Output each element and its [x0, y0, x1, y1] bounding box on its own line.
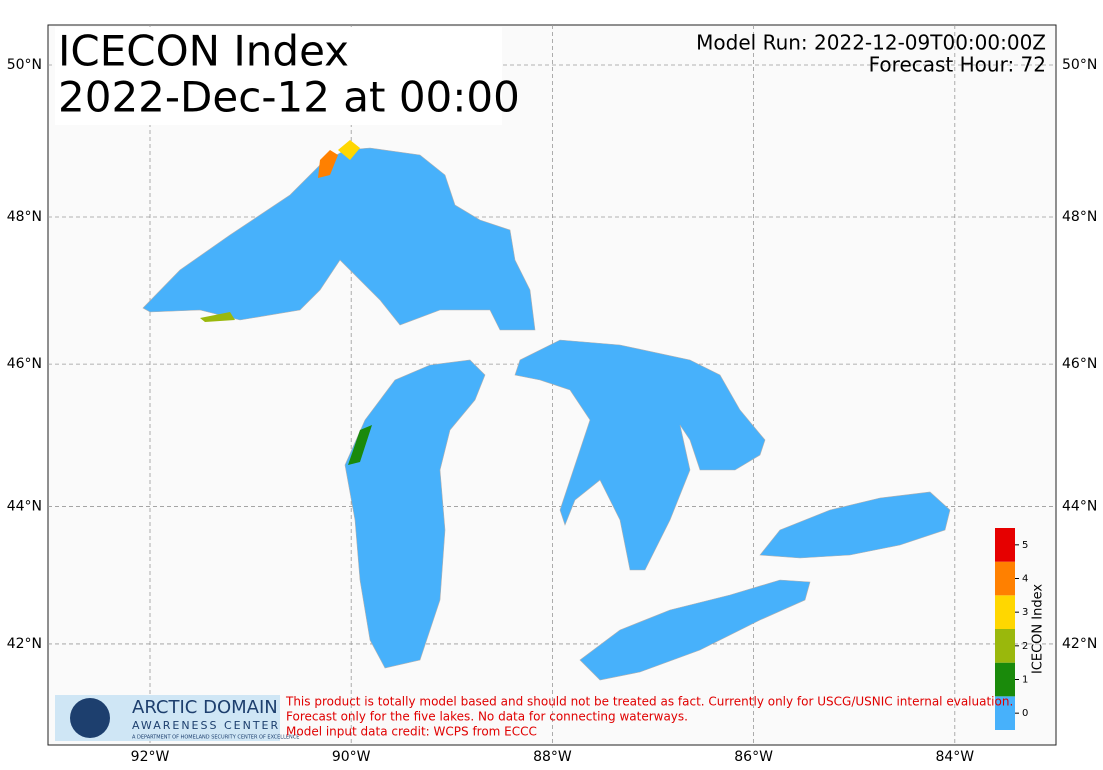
lon-tick-label: 84°W — [935, 749, 974, 765]
colorbar-tick-label: 2 — [1022, 641, 1028, 652]
logo-line: AWARENESS CENTER — [132, 719, 280, 732]
forecast-hour: Forecast Hour: 72 — [869, 53, 1046, 77]
lake-ontario — [759, 491, 951, 559]
colorbar-box — [995, 662, 1015, 697]
lat-tick-label: 42°N — [1062, 636, 1097, 652]
disclaimer: Model input data credit: WCPS from ECCC — [286, 725, 537, 739]
colorbar-tick-label: 0 — [1022, 708, 1028, 719]
disclaimer: This product is totally model based and … — [285, 695, 1013, 709]
lon-tick-label: 92°W — [131, 749, 170, 765]
title-box — [55, 27, 502, 125]
colorbar-tick-label: 5 — [1022, 540, 1028, 551]
ice-patch — [338, 140, 360, 160]
colorbar-label: ICECON Index — [1031, 584, 1046, 674]
ice-patch — [318, 150, 338, 178]
lat-tick-label: 44°N — [7, 498, 42, 514]
title: ICECON Index — [58, 27, 349, 76]
colorbar: 0 1 2 3 4 5 — [995, 528, 1028, 730]
logo-line: ARCTIC DOMAIN — [132, 697, 278, 718]
lat-tick-label: 46°N — [7, 356, 42, 372]
ice-patch — [348, 425, 372, 465]
model-run: Model Run: 2022-12-09T00:00:00Z — [696, 31, 1046, 55]
subtitle: 2022-Dec-12 at 00:00 — [58, 73, 520, 122]
lake-erie — [579, 579, 811, 681]
lake-michigan — [344, 359, 486, 669]
colorbar-box — [995, 696, 1015, 730]
colorbar-tick-label: 4 — [1022, 574, 1028, 585]
lakes — [142, 140, 951, 681]
lat-tick-label: 48°N — [1062, 209, 1097, 225]
graticule: 92°W90°W88°W86°W84°W82°W80°W78°W76°W50°N… — [7, 25, 1097, 765]
logo-globe — [70, 698, 110, 738]
lat-tick-label: 50°N — [7, 57, 42, 73]
lon-tick-label: 86°W — [734, 749, 773, 765]
ice-patch — [200, 312, 235, 322]
colorbar-box — [995, 561, 1015, 596]
colorbar-box — [995, 629, 1015, 663]
lat-tick-label: 46°N — [1062, 356, 1097, 372]
lon-tick-label: 88°W — [533, 749, 572, 765]
lon-tick-label: 90°W — [332, 749, 371, 765]
colorbar-tick-label: 3 — [1022, 607, 1028, 618]
lat-tick-label: 50°N — [1062, 57, 1097, 73]
lake-huron — [514, 339, 766, 571]
disclaimer: Forecast only for the five lakes. No dat… — [286, 710, 688, 724]
colorbar-box — [995, 528, 1015, 562]
lat-tick-label: 48°N — [7, 209, 42, 225]
lat-tick-label: 42°N — [7, 636, 42, 652]
colorbar-tick-label: 1 — [1022, 675, 1028, 686]
colorbar-box — [995, 595, 1015, 629]
lat-tick-label: 44°N — [1062, 498, 1097, 514]
logo-line: A DEPARTMENT OF HOMELAND SECURITY CENTER… — [132, 735, 299, 741]
